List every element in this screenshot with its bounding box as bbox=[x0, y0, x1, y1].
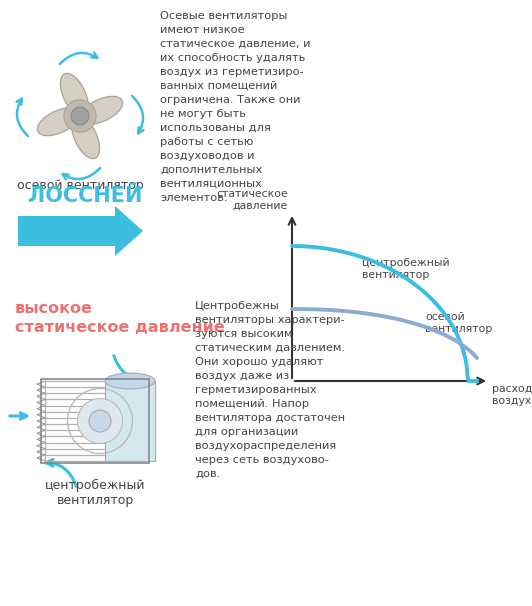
FancyBboxPatch shape bbox=[105, 381, 155, 461]
Text: Центробежны
вентиляторы характери-
зуются высоким
статическим давлением.
Они хор: Центробежны вентиляторы характери- зуютс… bbox=[195, 301, 345, 479]
Text: статическое
давление: статическое давление bbox=[216, 188, 288, 211]
Text: осевой вентилятор: осевой вентилятор bbox=[16, 179, 144, 192]
Text: осевой
вентилятор: осевой вентилятор bbox=[425, 312, 493, 335]
Ellipse shape bbox=[37, 108, 80, 136]
Ellipse shape bbox=[72, 116, 99, 159]
Text: расход
воздуха: расход воздуха bbox=[492, 384, 532, 407]
Text: ЛОССНЕЙ: ЛОССНЕЙ bbox=[28, 186, 142, 206]
Text: центробежный
вентилятор: центробежный вентилятор bbox=[362, 258, 450, 281]
Ellipse shape bbox=[61, 73, 88, 116]
Ellipse shape bbox=[80, 96, 122, 124]
Circle shape bbox=[64, 100, 96, 132]
Text: высокое
статическое давление: высокое статическое давление bbox=[15, 301, 225, 335]
FancyArrow shape bbox=[18, 206, 143, 256]
Ellipse shape bbox=[105, 373, 155, 389]
Text: Осевые вентиляторы
имеют низкое
статическое давление, и
их способность удалять
в: Осевые вентиляторы имеют низкое статичес… bbox=[160, 11, 311, 203]
Ellipse shape bbox=[78, 399, 122, 444]
Text: центробежный
вентилятор: центробежный вентилятор bbox=[45, 479, 145, 507]
Ellipse shape bbox=[89, 410, 111, 432]
Circle shape bbox=[71, 107, 89, 125]
